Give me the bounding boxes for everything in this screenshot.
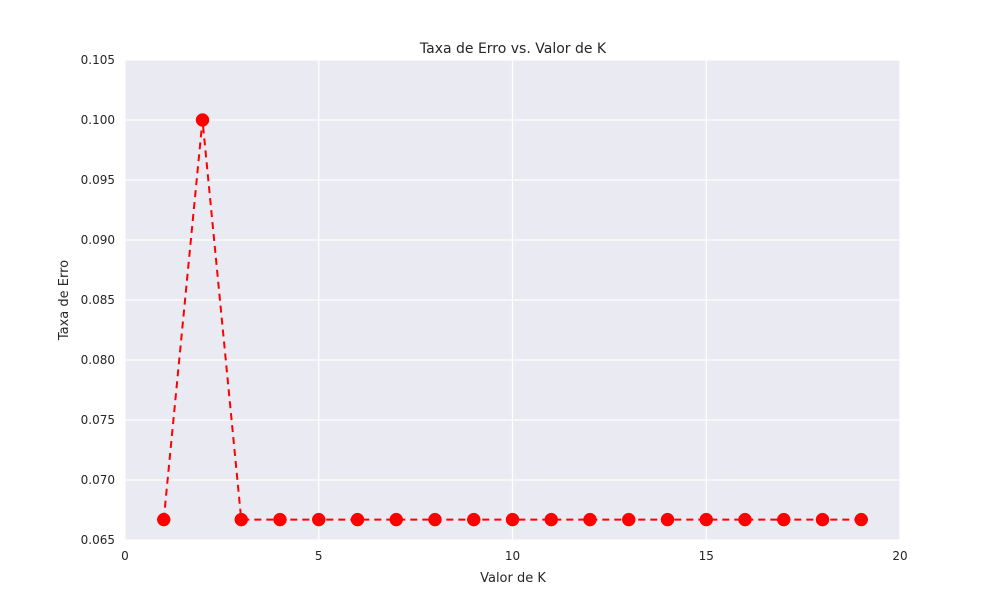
series-layer <box>157 113 868 527</box>
data-point <box>544 512 558 527</box>
data-point <box>428 512 442 527</box>
data-point <box>273 512 287 527</box>
data-point <box>815 512 830 527</box>
x-axis-title: Valor de K <box>480 571 546 586</box>
y-tick-label: 0.070 <box>81 473 115 487</box>
y-tick-label: 0.065 <box>81 533 115 547</box>
x-tick-label: 0 <box>121 549 129 563</box>
y-tick-label: 0.105 <box>81 53 115 67</box>
data-point <box>738 512 752 527</box>
data-point <box>234 512 248 527</box>
y-axis-title: Taxa de Erro <box>57 260 72 341</box>
data-point <box>583 512 597 527</box>
data-point <box>157 512 171 527</box>
data-point <box>777 512 791 527</box>
data-point <box>467 512 481 527</box>
y-tick-label: 0.090 <box>81 233 115 247</box>
x-tick-label: 10 <box>505 549 520 563</box>
x-tick-label: 5 <box>315 549 323 563</box>
x-tick-label: 20 <box>892 549 907 563</box>
data-point <box>505 512 520 527</box>
data-point <box>622 512 636 527</box>
grid-lines <box>124 59 901 541</box>
data-point <box>195 113 210 127</box>
y-tick-label: 0.085 <box>81 293 115 307</box>
x-tick-label: 15 <box>699 549 714 563</box>
y-tick-label: 0.100 <box>81 113 115 127</box>
y-tick-label: 0.080 <box>81 353 115 367</box>
data-point <box>350 512 365 527</box>
data-point <box>854 512 868 527</box>
data-point <box>699 512 713 527</box>
y-tick-label: 0.095 <box>81 173 115 187</box>
data-point <box>312 512 326 527</box>
data-point <box>660 512 675 527</box>
data-point <box>389 512 403 527</box>
chart-title: Taxa de Erro vs. Valor de K <box>419 41 607 57</box>
y-tick-label: 0.075 <box>81 413 115 427</box>
tick-labels: 0 5 10 15 20 0.065 0.070 0.075 0.080 0.085 0.090 0.… <box>81 53 908 563</box>
